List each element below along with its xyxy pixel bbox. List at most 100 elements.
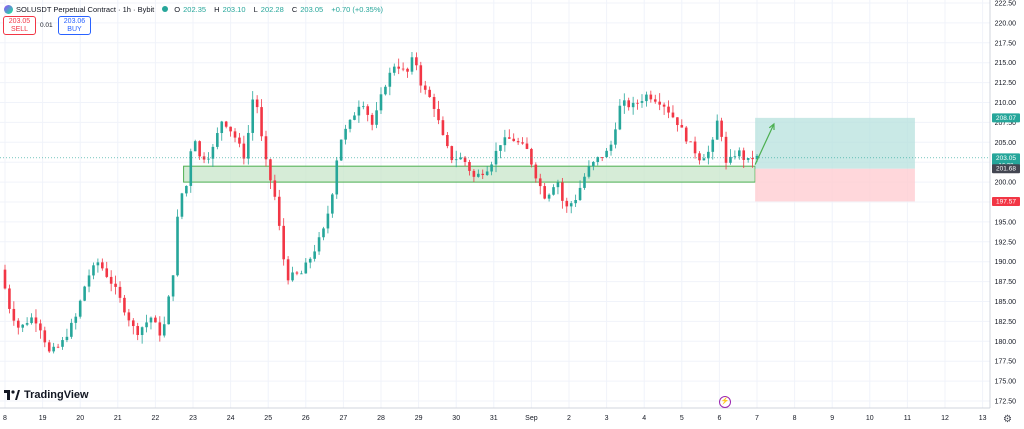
candle-body xyxy=(680,125,684,128)
price-tick-label: 205.00 xyxy=(995,140,1017,147)
candle-body xyxy=(304,262,308,274)
price-tick-label: 217.50 xyxy=(995,40,1017,47)
candle xyxy=(52,342,55,354)
symbol-title[interactable]: SOLUSDT Perpetual Contract · 1h · Bybit xyxy=(16,4,155,14)
candle-body xyxy=(574,200,577,204)
time-tick-label: 10 xyxy=(866,415,874,422)
candle xyxy=(304,258,308,274)
open-value: O 202.35 xyxy=(174,4,207,14)
candle-body xyxy=(39,323,42,331)
candle-body xyxy=(123,297,126,313)
candle-body xyxy=(472,170,476,177)
candle xyxy=(503,129,507,152)
buy-button[interactable]: 203.06 BUY xyxy=(58,16,91,35)
time-tick-label: 6 xyxy=(717,415,721,422)
candle-body xyxy=(198,141,201,157)
time-tick-label: 29 xyxy=(415,415,423,422)
price-badge-text: 197.57 xyxy=(996,198,1016,205)
candle xyxy=(189,148,193,193)
candle xyxy=(720,117,723,142)
candle-body xyxy=(415,57,418,66)
candle-body xyxy=(87,275,91,287)
candle xyxy=(114,275,117,295)
candle-body xyxy=(362,106,365,108)
candle-body xyxy=(503,137,507,146)
price-tick-label: 207.50 xyxy=(995,120,1017,127)
candle xyxy=(459,152,462,160)
candle xyxy=(61,336,64,350)
candle-body xyxy=(291,272,294,281)
gear-icon[interactable]: ⚙ xyxy=(1003,414,1012,425)
candle xyxy=(154,315,157,323)
candle-body xyxy=(689,141,692,143)
market-open-icon xyxy=(162,6,169,12)
candle-body xyxy=(140,327,144,335)
price-tick-label: 212.50 xyxy=(995,80,1017,87)
candle-body xyxy=(74,316,78,323)
time-tick-label: 23 xyxy=(189,415,197,422)
sell-button[interactable]: 203.05 SELL xyxy=(3,16,36,35)
candle xyxy=(477,169,480,178)
candle xyxy=(751,150,754,168)
candle xyxy=(43,326,47,348)
lightning-icon[interactable]: ⚡ xyxy=(719,396,731,408)
candle xyxy=(618,99,622,131)
time-tick-label: 25 xyxy=(264,415,272,422)
candle xyxy=(326,205,330,234)
candle-body xyxy=(711,139,715,152)
candle-body xyxy=(189,151,193,186)
candle-body xyxy=(149,317,153,323)
candle-body xyxy=(136,326,140,335)
candle-body xyxy=(238,137,241,144)
candle xyxy=(251,91,255,141)
candle-body xyxy=(331,194,334,214)
candle xyxy=(127,308,131,327)
time-tick-label: 21 xyxy=(114,415,122,422)
candle xyxy=(676,117,679,132)
price-tick-label: 210.00 xyxy=(995,100,1017,107)
candle-body xyxy=(596,157,600,162)
candle xyxy=(56,343,60,349)
candle-body xyxy=(273,180,277,197)
candle xyxy=(300,270,303,275)
high-value: H 203.10 xyxy=(214,4,246,14)
candle-body xyxy=(282,225,285,260)
candle xyxy=(671,105,675,119)
candle-body xyxy=(746,158,750,160)
price-tick-label: 215.00 xyxy=(995,60,1017,67)
candle xyxy=(565,197,569,213)
candle-body xyxy=(432,97,436,109)
price-badge: 208.07 xyxy=(992,113,1020,123)
candle xyxy=(742,147,746,168)
tradingview-mark-icon xyxy=(4,390,20,400)
candle-body xyxy=(437,108,440,121)
candle-body xyxy=(729,156,732,163)
candle xyxy=(733,150,737,160)
candle-body xyxy=(30,317,33,324)
candle xyxy=(264,130,268,167)
candle xyxy=(322,226,325,241)
candle-body xyxy=(547,194,551,199)
candle xyxy=(171,275,175,302)
candle xyxy=(472,169,476,182)
candle xyxy=(220,120,224,141)
candle xyxy=(101,258,104,271)
candle xyxy=(401,62,405,72)
candle-body xyxy=(662,104,666,107)
candle xyxy=(711,137,715,160)
candle-body xyxy=(335,160,339,195)
candle-body xyxy=(300,273,303,275)
candle xyxy=(273,174,277,201)
tradingview-wordmark: TradingView xyxy=(24,389,89,401)
candle-body xyxy=(578,187,582,201)
candle xyxy=(450,145,454,164)
time-tick-label: 13 xyxy=(979,415,987,422)
candle-body xyxy=(600,157,604,158)
tradingview-logo[interactable]: TradingView xyxy=(4,389,89,401)
candle-body xyxy=(158,322,162,336)
candle xyxy=(216,127,219,150)
candle xyxy=(423,80,427,95)
candle xyxy=(432,93,436,118)
price-badge-text: 203.05 xyxy=(996,155,1016,162)
